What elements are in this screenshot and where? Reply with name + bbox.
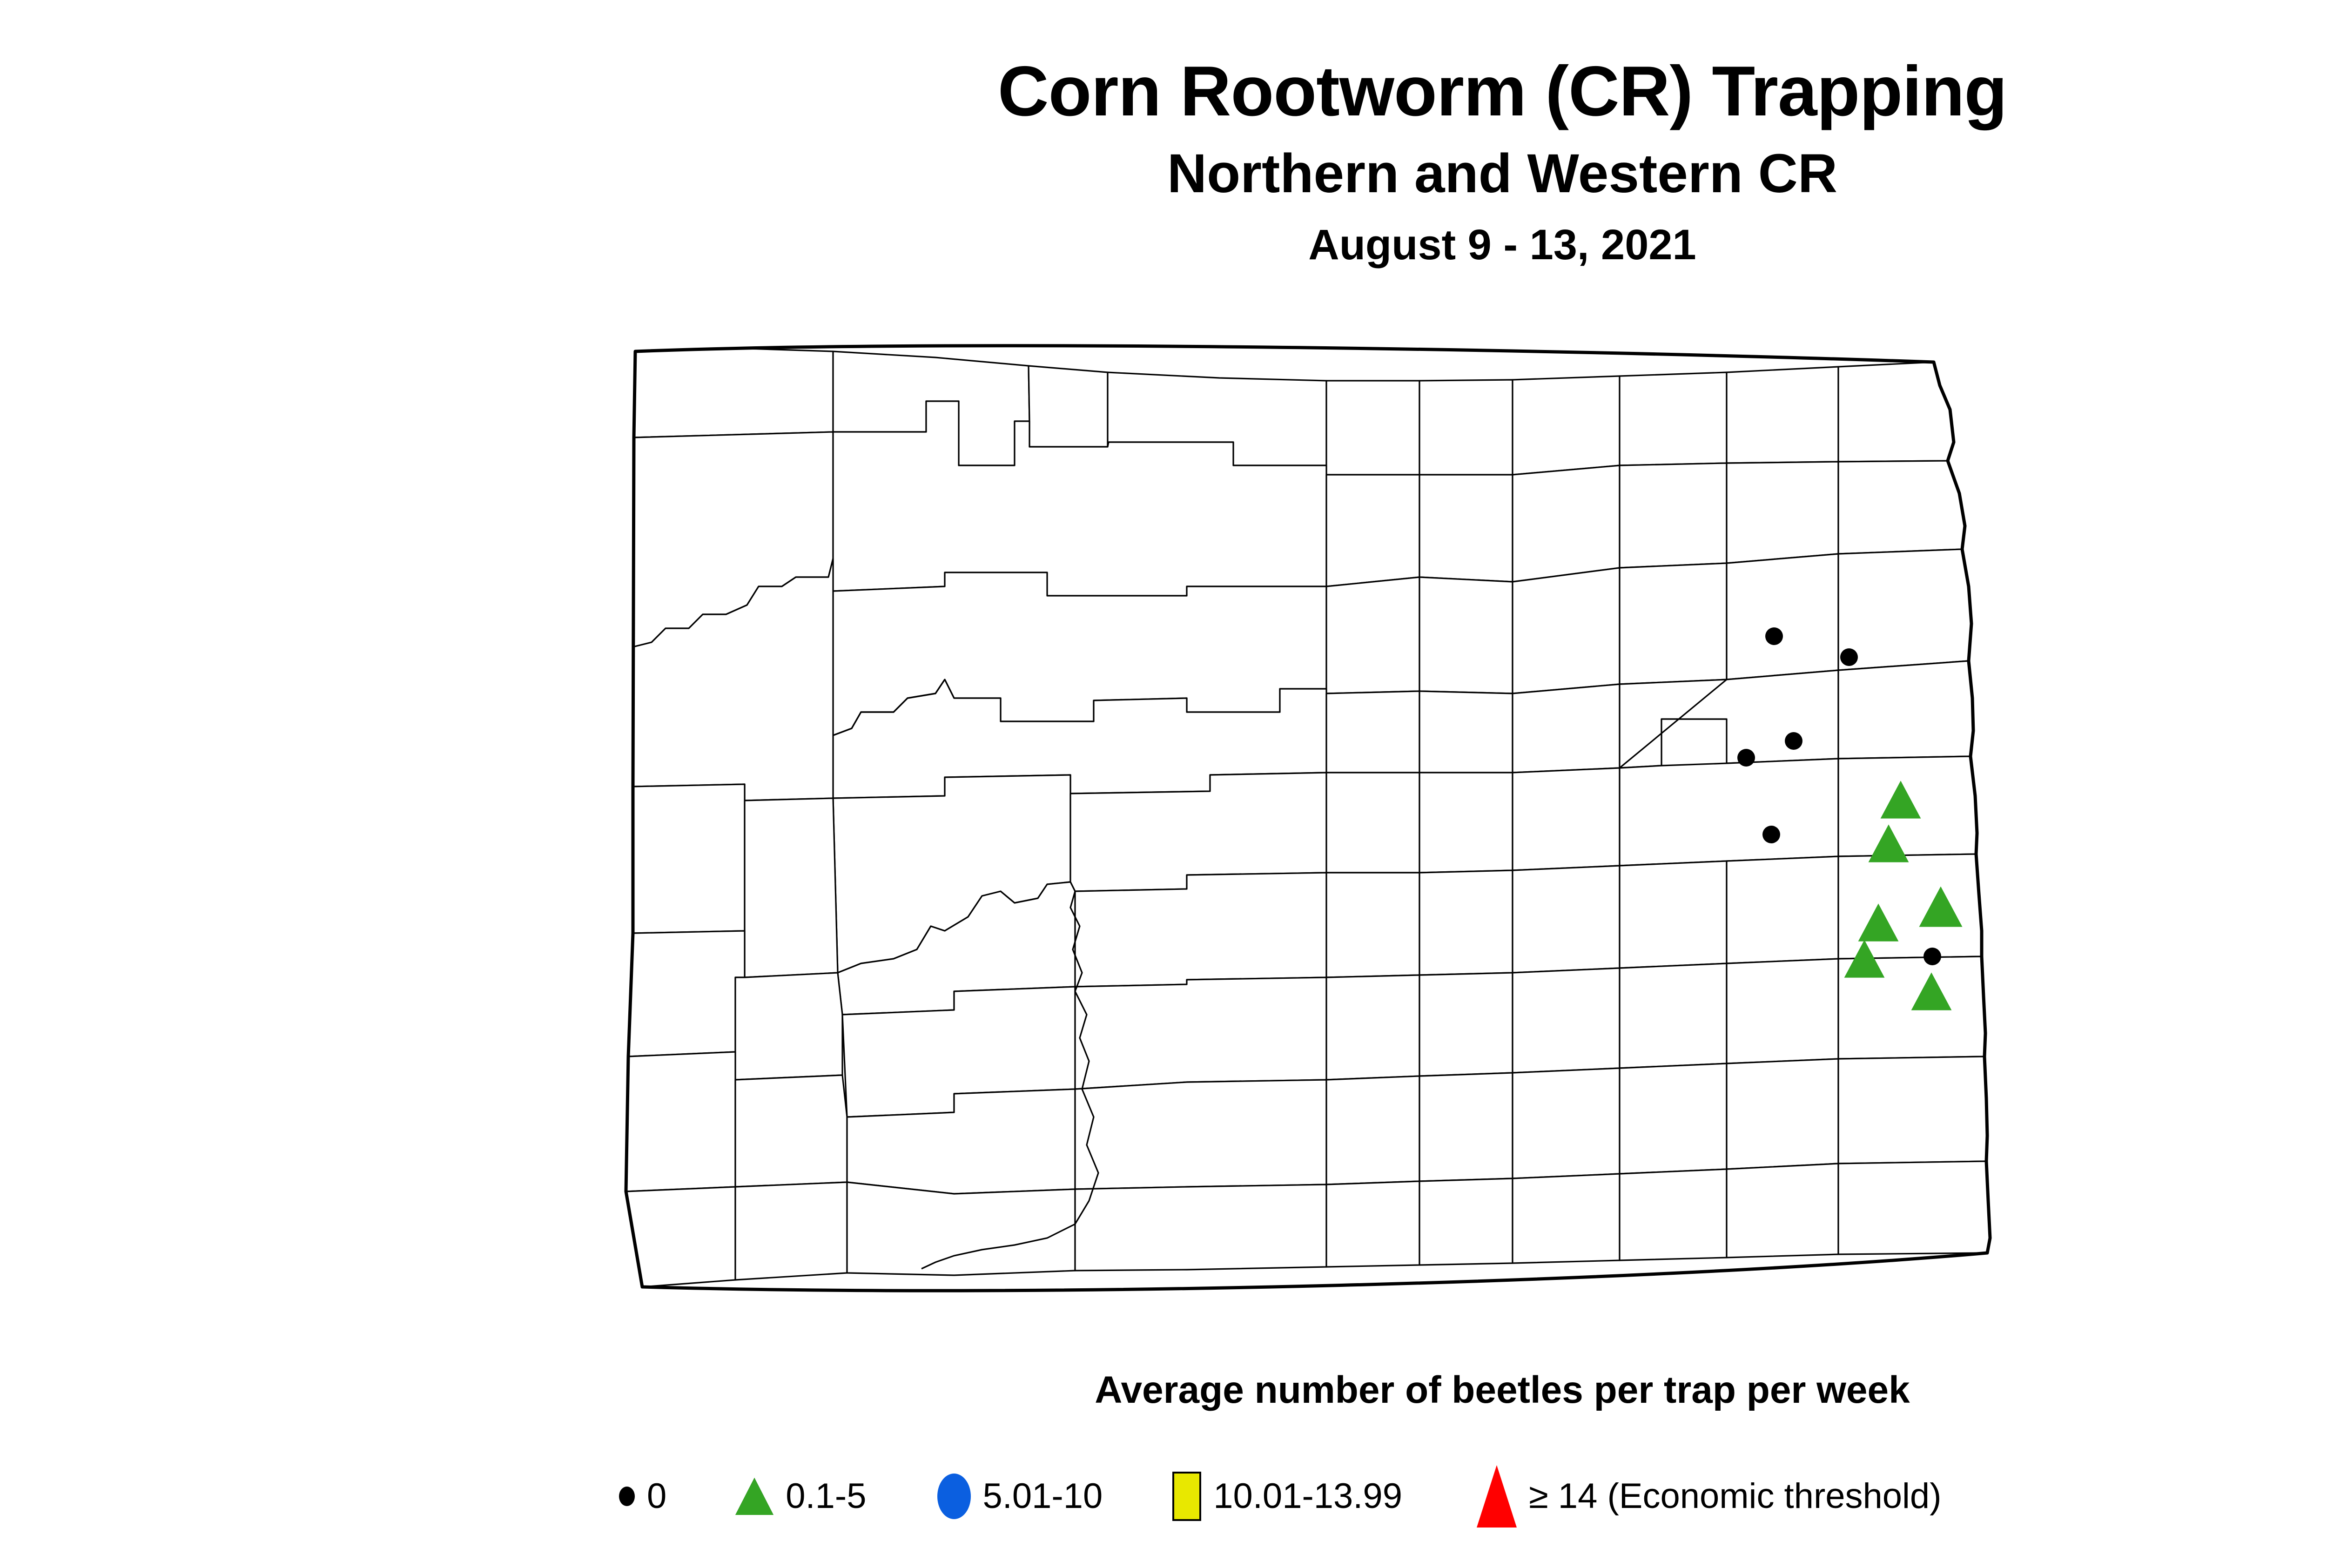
- red-triangle-icon: [1476, 1465, 1517, 1528]
- trap-marker-0-1-5: [1919, 886, 1963, 927]
- trap-marker-0: [1762, 826, 1780, 843]
- trap-marker-0-1-5: [1911, 972, 1952, 1010]
- legend-label-threshold: ≥ 14 (Economic threshold): [1528, 1476, 1942, 1516]
- missouri-river-south: [921, 891, 1099, 1270]
- legend: 0 0.1-5 5.01-10 10.01-13.99 ≥ 14 (Econom…: [619, 1461, 1942, 1531]
- trap-marker-0-1-5: [1844, 940, 1885, 978]
- legend-item-moderate: 5.01-10: [937, 1461, 1103, 1531]
- legend-item-low: 0.1-5: [735, 1461, 867, 1531]
- missouri-river: [833, 679, 946, 736]
- legend-caption: Average number of beetles per trap per w…: [1095, 1369, 1910, 1411]
- trap-marker-0: [1840, 648, 1858, 666]
- page-subtitle: Northern and Western CR: [1167, 143, 1838, 204]
- legend-label-moderate: 5.01-10: [982, 1476, 1103, 1516]
- date-range-text: August 9 - 13, 2021: [1308, 221, 1696, 269]
- page-title: Corn Rootworm (CR) Trapping: [997, 52, 2007, 131]
- state-outline: [624, 344, 1992, 1292]
- trap-marker-0: [1737, 749, 1755, 767]
- trap-marker-0: [1785, 732, 1802, 750]
- title-block: Corn Rootworm (CR) Trapping Northern and…: [0, 56, 2327, 266]
- legend-label-zero: 0: [647, 1476, 667, 1516]
- legend-item-high: 10.01-13.99: [1172, 1461, 1402, 1531]
- legend-label-low: 0.1-5: [786, 1476, 867, 1516]
- trap-marker-0: [1923, 948, 1941, 965]
- trap-marker-0-1-5: [1868, 824, 1909, 862]
- county-boundaries: [625, 347, 1991, 1288]
- trap-marker-0: [1765, 627, 1783, 645]
- trap-marker-0-1-5: [1880, 781, 1921, 819]
- legend-label-high: 10.01-13.99: [1213, 1476, 1402, 1516]
- legend-item-zero: 0: [619, 1461, 666, 1531]
- green-triangle-icon: [735, 1478, 774, 1515]
- trap-marker-0-1-5: [1858, 903, 1899, 942]
- trap-markers: [1737, 627, 1963, 1010]
- legend-item-threshold: ≥ 14 (Economic threshold): [1476, 1461, 1942, 1531]
- black-dot-icon: [619, 1487, 635, 1506]
- yellow-square-icon: [1172, 1472, 1202, 1521]
- blue-circle-icon: [937, 1474, 971, 1519]
- map-svg: [624, 344, 1992, 1292]
- north-dakota-county-map: [535, 326, 2220, 1340]
